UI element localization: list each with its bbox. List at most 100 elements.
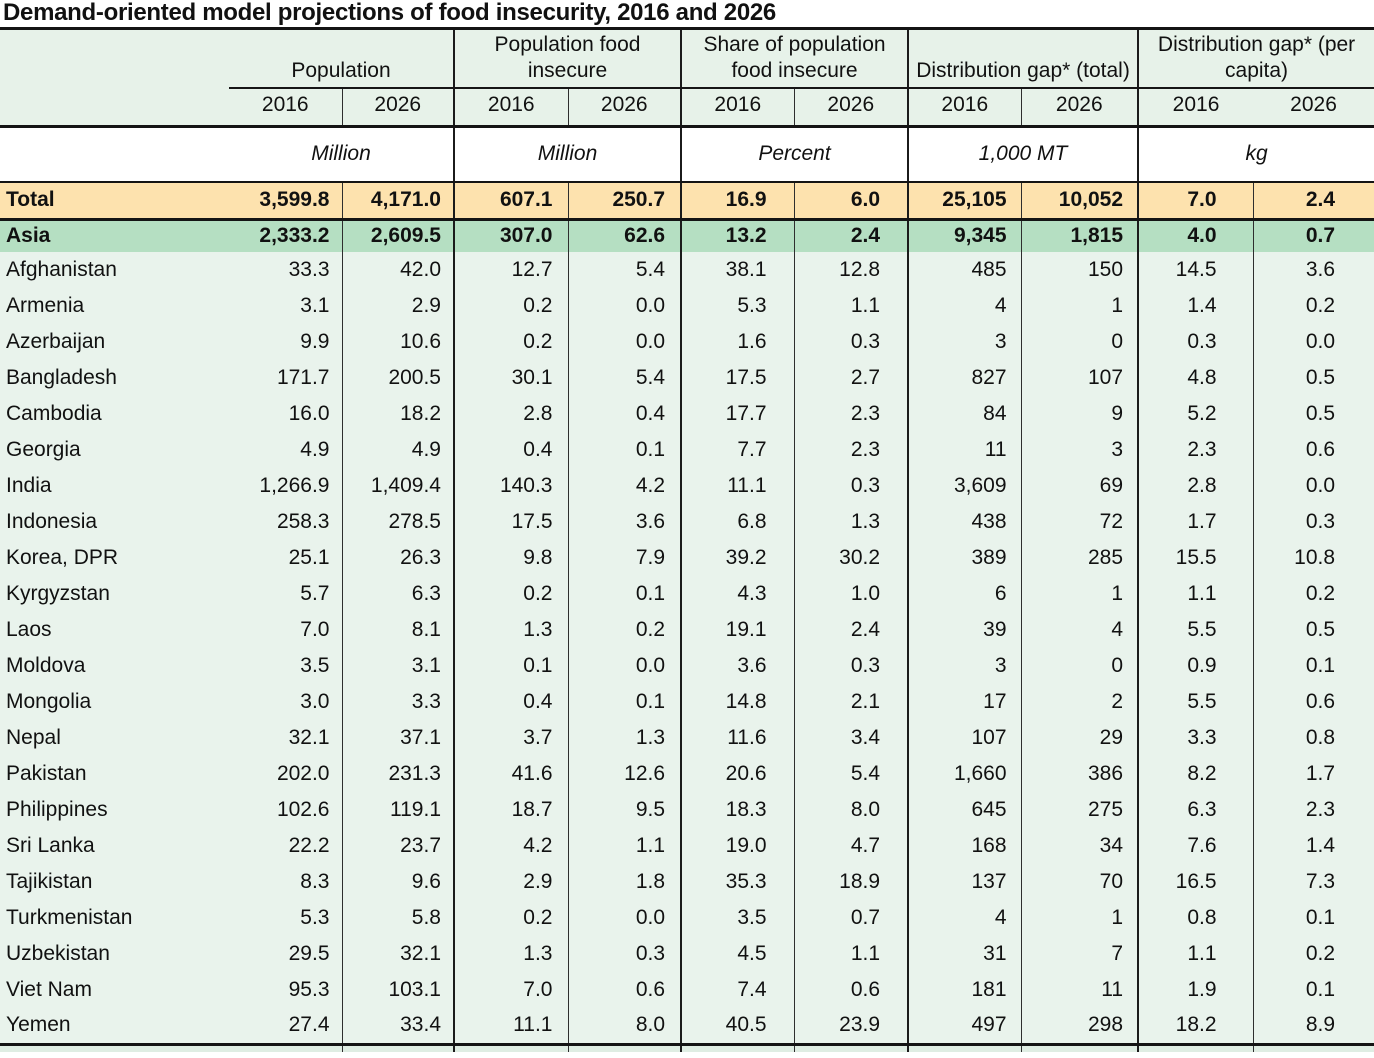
- value-cell: 33.4: [342, 1008, 455, 1046]
- value-cell: 0.2: [454, 324, 569, 360]
- table-row: Armenia 3.1 2.9 0.2 0.0 5.3 1.1 4 1 1.4 …: [0, 288, 1374, 324]
- table-row: Georgia 4.9 4.9 0.4 0.1 7.7 2.3 11 3 2.3…: [0, 432, 1374, 468]
- value-cell: 0.4: [454, 432, 569, 468]
- value-cell: 1.1: [1138, 576, 1254, 612]
- value-cell: 3,609: [908, 468, 1022, 504]
- value-cell: 8.0: [794, 792, 910, 828]
- value-cell: 0.3: [568, 936, 683, 972]
- value-cell: 18.3: [681, 792, 795, 828]
- value-cell: 2.9: [342, 288, 455, 324]
- value-cell: 1,266.9: [229, 468, 343, 504]
- table-row: Asia 2,333.2 2,609.5 307.0 62.6 13.2 2.4…: [0, 219, 1374, 252]
- value-cell: 1: [1021, 576, 1140, 612]
- value-cell: 150: [1021, 252, 1140, 288]
- value-cell: 497: [908, 1008, 1022, 1046]
- value-cell: 607.1: [454, 182, 569, 221]
- value-cell: 168: [908, 828, 1022, 864]
- value-cell: 6.0: [794, 182, 910, 221]
- unit-label: Million: [229, 126, 455, 183]
- row-label: Philippines: [0, 792, 229, 828]
- value-cell: 29.5: [229, 936, 343, 972]
- value-cell: 6.3: [342, 576, 455, 612]
- value-cell: 103.1: [342, 972, 455, 1008]
- value-cell: 181: [908, 972, 1022, 1008]
- year-header: 2026: [568, 88, 683, 128]
- value-cell: 4.7: [794, 828, 910, 864]
- value-cell: 0.5: [1253, 396, 1374, 432]
- value-cell: 2.3: [794, 432, 910, 468]
- value-cell: 20.6: [681, 756, 795, 792]
- value-cell: 25.1: [229, 540, 343, 576]
- value-cell: 5.2: [1138, 396, 1254, 432]
- value-cell: 0.2: [1253, 288, 1374, 324]
- value-cell: 11.1: [681, 468, 795, 504]
- value-cell: 0.6: [1253, 684, 1374, 720]
- value-cell: 275: [1021, 792, 1140, 828]
- value-cell: 16.5: [1138, 864, 1254, 900]
- value-cell: 2.4: [794, 219, 910, 252]
- value-cell: 1,815: [1021, 219, 1140, 252]
- value-cell: 827: [908, 360, 1022, 396]
- row-label: Korea, DPR: [0, 540, 229, 576]
- value-cell: 19.0: [681, 828, 795, 864]
- value-cell: 2.8: [454, 396, 569, 432]
- value-cell: 298: [1021, 1008, 1140, 1046]
- value-cell: 3.6: [681, 648, 795, 684]
- table-row: Pakistan 202.0 231.3 41.6 12.6 20.6 5.4 …: [0, 756, 1374, 792]
- value-cell: 4.0: [1138, 219, 1254, 252]
- value-cell: 13.2: [681, 219, 795, 252]
- value-cell: 5.7: [229, 576, 343, 612]
- value-cell: 4.8: [1138, 360, 1254, 396]
- value-cell: 4.2: [454, 828, 569, 864]
- value-cell: 5.4: [794, 756, 910, 792]
- value-cell: 39.2: [681, 540, 795, 576]
- year-header: 2016: [908, 88, 1022, 128]
- value-cell: 62.6: [568, 219, 683, 252]
- value-cell: 0.1: [568, 432, 683, 468]
- table-row: Sri Lanka 22.2 23.7 4.2 1.1 19.0 4.7 168…: [0, 828, 1374, 864]
- unit-label: Million: [454, 126, 683, 183]
- value-cell: 18.2: [342, 396, 455, 432]
- value-cell: 3: [908, 324, 1022, 360]
- value-cell: 8.0: [568, 1008, 683, 1046]
- value-cell: 23.7: [342, 828, 455, 864]
- value-cell: 1: [1021, 900, 1140, 936]
- year-header: 2016: [681, 88, 795, 128]
- row-label-header: [0, 30, 229, 88]
- value-cell: 1.1: [1138, 936, 1254, 972]
- value-cell: 12.7: [454, 252, 569, 288]
- value-cell: 4,171.0: [342, 182, 455, 221]
- value-cell: 1.8: [568, 864, 683, 900]
- value-cell: 0.1: [1253, 972, 1374, 1008]
- value-cell: 1.1: [794, 936, 910, 972]
- value-cell: 38.1: [681, 252, 795, 288]
- value-cell: 7.9: [568, 540, 683, 576]
- row-label: Nepal: [0, 720, 229, 756]
- value-cell: 4: [908, 900, 1022, 936]
- table-row: Uzbekistan 29.5 32.1 1.3 0.3 4.5 1.1 31 …: [0, 936, 1374, 972]
- value-cell: 0.8: [1138, 900, 1254, 936]
- value-cell: 3.0: [229, 684, 343, 720]
- value-cell: 0.7: [794, 900, 910, 936]
- value-cell: 18.9: [794, 864, 910, 900]
- value-cell: 0.9: [1138, 648, 1254, 684]
- value-cell: 0: [1021, 324, 1140, 360]
- value-cell: 140.3: [454, 468, 569, 504]
- value-cell: 10.8: [1253, 540, 1374, 576]
- value-cell: 5.3: [681, 288, 795, 324]
- value-cell: 3.5: [681, 900, 795, 936]
- value-cell: 1.3: [794, 504, 910, 540]
- value-cell: 0.5: [1253, 360, 1374, 396]
- table-row: Moldova 3.5 3.1 0.1 0.0 3.6 0.3 3 0 0.9 …: [0, 648, 1374, 684]
- value-cell: 11: [1021, 972, 1140, 1008]
- value-cell: 3.5: [229, 648, 343, 684]
- value-cell: 0.3: [794, 648, 910, 684]
- value-cell: 7: [1021, 936, 1140, 972]
- value-cell: 5.4: [568, 252, 683, 288]
- value-cell: 5.3: [229, 900, 343, 936]
- year-header: 2016: [1138, 88, 1254, 128]
- row-label: India: [0, 468, 229, 504]
- value-cell: 9.5: [568, 792, 683, 828]
- value-cell: 3.3: [1138, 720, 1254, 756]
